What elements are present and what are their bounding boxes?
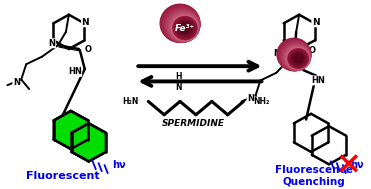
Text: hν: hν	[350, 160, 364, 170]
Circle shape	[288, 49, 308, 68]
Text: N: N	[82, 18, 89, 27]
Circle shape	[168, 12, 199, 41]
Text: N: N	[312, 18, 319, 27]
Text: N: N	[247, 94, 254, 103]
Circle shape	[278, 40, 311, 71]
Text: Fluorescent: Fluorescent	[26, 171, 100, 181]
Text: O: O	[84, 45, 91, 53]
Circle shape	[289, 50, 307, 67]
Text: SPERMIDINE: SPERMIDINE	[161, 119, 224, 128]
Circle shape	[290, 51, 306, 66]
Text: N: N	[13, 78, 20, 87]
Circle shape	[286, 47, 309, 69]
Circle shape	[176, 19, 194, 37]
Circle shape	[173, 16, 197, 40]
Circle shape	[281, 42, 311, 70]
Polygon shape	[54, 111, 88, 149]
Circle shape	[160, 4, 200, 42]
Circle shape	[171, 15, 198, 41]
Text: HN: HN	[311, 76, 325, 85]
Circle shape	[277, 38, 311, 71]
Circle shape	[294, 54, 302, 63]
Text: O: O	[309, 46, 316, 55]
Circle shape	[179, 22, 191, 34]
Circle shape	[174, 17, 196, 39]
Text: N: N	[273, 49, 280, 58]
Circle shape	[290, 51, 306, 66]
Circle shape	[167, 11, 199, 42]
Circle shape	[165, 9, 200, 42]
Text: N: N	[49, 39, 56, 48]
Circle shape	[282, 43, 311, 70]
Text: Fe³⁺: Fe³⁺	[175, 24, 195, 33]
Circle shape	[175, 19, 195, 37]
Circle shape	[178, 22, 191, 34]
Circle shape	[170, 13, 198, 41]
Circle shape	[177, 20, 193, 36]
Circle shape	[172, 16, 198, 40]
Text: Fluorescence
Quenching: Fluorescence Quenching	[275, 165, 353, 187]
Circle shape	[280, 41, 311, 71]
Text: HN: HN	[68, 67, 82, 76]
Circle shape	[292, 53, 304, 64]
Text: H₂N: H₂N	[122, 97, 139, 106]
Circle shape	[175, 18, 196, 38]
Circle shape	[293, 53, 304, 64]
Circle shape	[285, 46, 310, 70]
Circle shape	[180, 23, 190, 33]
Text: H
N: H N	[175, 73, 181, 92]
Circle shape	[166, 10, 200, 42]
Circle shape	[293, 54, 303, 63]
Circle shape	[284, 45, 310, 70]
Polygon shape	[72, 123, 106, 161]
Circle shape	[162, 6, 200, 42]
Circle shape	[287, 48, 309, 69]
Circle shape	[178, 21, 192, 35]
Text: hν: hν	[112, 160, 125, 170]
Circle shape	[283, 44, 310, 70]
Circle shape	[289, 49, 308, 68]
Circle shape	[163, 7, 200, 42]
Text: NH₂: NH₂	[253, 97, 270, 106]
Circle shape	[291, 52, 305, 65]
